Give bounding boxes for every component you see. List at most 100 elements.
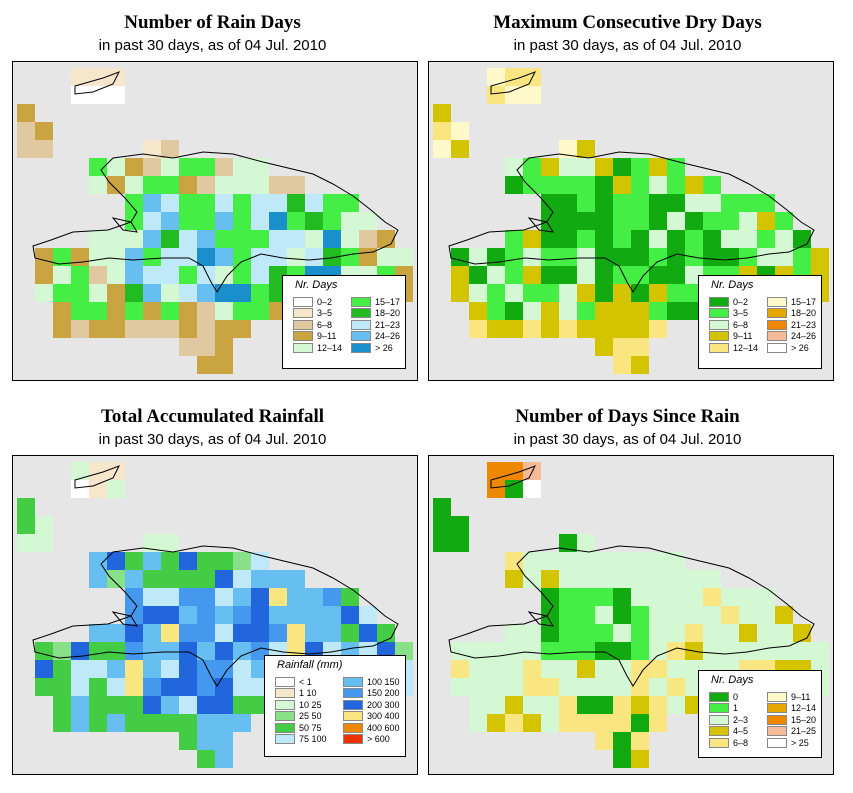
grid-cell — [395, 248, 413, 266]
panel-subtitle: in past 30 days, as of 04 Jul. 2010 — [98, 431, 327, 448]
grid-cell — [685, 570, 703, 588]
legend-label: 0 — [733, 691, 739, 702]
grid-cell — [107, 570, 125, 588]
legend-swatch — [709, 308, 729, 318]
grid-cell — [649, 642, 667, 660]
grid-cell — [179, 248, 197, 266]
legend-item: 300 400 — [343, 711, 400, 722]
grid-cell — [631, 714, 649, 732]
grid-cell — [649, 552, 667, 570]
grid-cell — [89, 302, 107, 320]
grid-cell — [323, 588, 341, 606]
grid-cell — [559, 624, 577, 642]
grid-cell — [269, 570, 287, 588]
coastline-island — [527, 217, 554, 233]
grid-cell — [89, 320, 107, 338]
grid-cell — [631, 696, 649, 714]
grid-cell — [35, 284, 53, 302]
grid-cell — [143, 176, 161, 194]
grid-cell — [71, 480, 89, 498]
grid-cell — [161, 678, 179, 696]
grid-cell — [631, 642, 649, 660]
coastline-island — [111, 217, 138, 233]
grid-cell — [53, 660, 71, 678]
legend-label: 6–8 — [733, 737, 749, 748]
grid-cell — [649, 714, 667, 732]
legend-swatch — [709, 319, 729, 330]
coastline-island — [527, 611, 554, 627]
grid-cell — [559, 534, 577, 552]
grid-cell — [125, 266, 143, 284]
grid-cell — [451, 678, 469, 696]
grid-cell — [233, 660, 251, 678]
grid-cell — [523, 696, 541, 714]
grid-cell — [17, 534, 35, 552]
grid-cell — [215, 714, 233, 732]
legend-swatch — [709, 737, 729, 748]
grid-cell — [287, 230, 305, 248]
grid-cell — [233, 624, 251, 642]
grid-cell — [161, 194, 179, 212]
grid-cell — [577, 212, 595, 230]
grid-cell — [649, 266, 667, 284]
coastline-island — [490, 71, 537, 95]
legend-item: 15–17 — [767, 296, 816, 307]
grid-cell — [215, 212, 233, 230]
legend-swatch — [767, 296, 787, 307]
grid-cell — [613, 248, 631, 266]
grid-cell — [739, 212, 757, 230]
grid-cell — [613, 750, 631, 768]
grid-cell — [757, 248, 775, 266]
grid-cell — [179, 230, 197, 248]
grid-cell — [505, 696, 523, 714]
legend-rain-days: Nr. Days 0–2 3–5 6–8 9–11 12–14 15–17 18–20 21–… — [282, 275, 406, 369]
grid-cell — [53, 678, 71, 696]
grid-cell — [89, 266, 107, 284]
grid-cell — [179, 714, 197, 732]
grid-cell — [559, 140, 577, 158]
grid-cell — [667, 266, 685, 284]
grid-cell — [595, 158, 613, 176]
grid-cell — [649, 230, 667, 248]
grid-cell — [179, 158, 197, 176]
grid-cell — [269, 588, 287, 606]
grid-cell — [433, 122, 451, 140]
grid-cell — [269, 194, 287, 212]
legend-item: 25 50 — [275, 711, 322, 722]
grid-cell — [125, 660, 143, 678]
grid-cell — [305, 624, 323, 642]
grid-cell — [595, 176, 613, 194]
grid-cell — [613, 552, 631, 570]
grid-cell — [89, 480, 107, 498]
grid-cell — [197, 248, 215, 266]
grid-cell — [685, 588, 703, 606]
legend-item: 100 150 — [343, 676, 400, 687]
legend-label: 9–11 — [791, 691, 811, 702]
grid-cell — [179, 176, 197, 194]
grid-cell — [595, 552, 613, 570]
legend-item: 1 10 — [275, 688, 317, 699]
grid-cell — [161, 696, 179, 714]
grid-cell — [559, 212, 577, 230]
grid-cell — [143, 660, 161, 678]
grid-cell — [215, 176, 233, 194]
grid-cell — [793, 230, 811, 248]
grid-cell — [107, 176, 125, 194]
legend-swatch — [709, 342, 729, 353]
grid-cell — [793, 248, 811, 266]
grid-cell — [649, 678, 667, 696]
grid-cell — [775, 642, 793, 660]
grid-cell — [215, 624, 233, 642]
grid-cell — [71, 266, 89, 284]
panel-subtitle: in past 30 days, as of 04 Jul. 2010 — [98, 37, 327, 54]
coastline-hispaniola — [448, 151, 815, 293]
grid-cell — [631, 338, 649, 356]
legend-item: 9–11 — [293, 331, 336, 342]
grid-cell — [179, 696, 197, 714]
grid-cell — [161, 534, 179, 552]
grid-cell — [667, 212, 685, 230]
grid-cell — [53, 642, 71, 660]
grid-cell — [721, 642, 739, 660]
grid-cell — [541, 624, 559, 642]
grid-cell — [649, 194, 667, 212]
